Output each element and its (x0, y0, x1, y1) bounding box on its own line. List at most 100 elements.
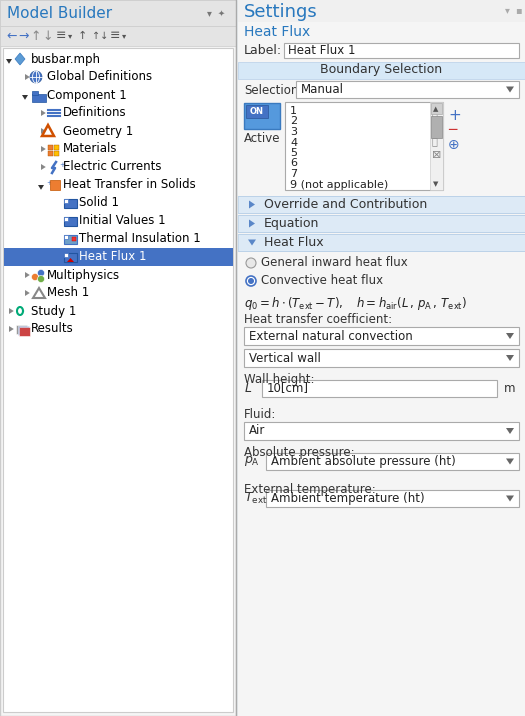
Bar (4, 248, 233, 266)
Bar (16, 325, 27, 334)
Bar (238, 0, 525, 716)
Text: Equation: Equation (264, 217, 319, 230)
Polygon shape (506, 333, 514, 339)
Text: Label:: Label: (244, 44, 282, 57)
Text: Absolute pressure:: Absolute pressure: (244, 446, 354, 459)
Bar (262, 380, 497, 397)
Text: Materials: Materials (63, 142, 118, 155)
Text: Heat Flux: Heat Flux (244, 25, 310, 39)
Bar (64, 253, 77, 262)
Bar (285, 102, 443, 190)
Polygon shape (248, 239, 256, 246)
Text: Boundary Selection: Boundary Selection (320, 64, 443, 77)
Text: Override and Contribution: Override and Contribution (264, 198, 427, 211)
Polygon shape (22, 95, 28, 100)
Text: Thermal Insulation 1: Thermal Insulation 1 (79, 233, 201, 246)
Bar (54, 145, 59, 150)
Text: $q_0 = h \cdot (T_\mathrm{ext} - T), \quad h = h_\mathrm{air}(L\,,\, p_\mathrm{A: $q_0 = h \cdot (T_\mathrm{ext} - T), \qu… (244, 295, 467, 312)
Bar (64, 217, 68, 221)
Bar (238, 196, 525, 213)
Text: $p_\mathrm{A}$: $p_\mathrm{A}$ (244, 454, 260, 468)
Polygon shape (506, 428, 514, 434)
Polygon shape (506, 458, 514, 465)
Text: Mesh 1: Mesh 1 (47, 286, 89, 299)
Polygon shape (506, 355, 514, 361)
Polygon shape (25, 74, 30, 80)
Text: ▾: ▾ (122, 32, 126, 41)
Bar (32, 94, 46, 102)
Text: Heat Transfer in Solids: Heat Transfer in Solids (63, 178, 196, 191)
Text: ↑: ↑ (30, 29, 40, 42)
Polygon shape (9, 308, 14, 314)
Text: 10[cm]: 10[cm] (267, 382, 309, 395)
Text: ⊕: ⊕ (448, 138, 459, 152)
Bar (244, 349, 519, 367)
Bar (246, 105, 268, 118)
Text: ⬜: ⬜ (432, 136, 438, 146)
Bar (32, 91, 38, 95)
Bar (48, 145, 53, 150)
Bar (244, 103, 280, 129)
Text: Multiphysics: Multiphysics (47, 268, 120, 281)
Polygon shape (41, 164, 46, 170)
Text: ON: ON (250, 107, 264, 115)
Bar (64, 253, 68, 257)
Bar (50, 180, 60, 190)
Text: 5: 5 (290, 148, 297, 158)
Bar (64, 217, 77, 226)
Text: External temperature:: External temperature: (244, 483, 376, 496)
Bar (64, 235, 77, 244)
Bar (284, 43, 519, 58)
Polygon shape (249, 220, 255, 228)
Text: ▾: ▾ (505, 5, 510, 15)
Text: 3: 3 (290, 127, 297, 137)
Bar (0, 0, 236, 26)
Text: 9 (not applicable): 9 (not applicable) (290, 180, 388, 190)
Text: ≡: ≡ (56, 29, 67, 42)
Bar (3, 48, 233, 712)
Circle shape (246, 276, 256, 286)
Polygon shape (6, 59, 12, 64)
Text: Ambient temperature (ht): Ambient temperature (ht) (271, 492, 425, 505)
Text: ↑: ↑ (78, 31, 87, 41)
Text: 2: 2 (290, 117, 297, 127)
Text: Heat Flux: Heat Flux (264, 236, 323, 249)
Text: Solid 1: Solid 1 (79, 196, 119, 210)
Text: Convective heat flux: Convective heat flux (261, 274, 383, 288)
Text: Study 1: Study 1 (31, 304, 76, 317)
Text: Definitions: Definitions (63, 107, 127, 120)
Bar (17, 326, 28, 335)
Circle shape (248, 278, 254, 284)
Bar (296, 81, 519, 98)
Text: ▾: ▾ (207, 8, 212, 18)
Text: Active: Active (244, 132, 280, 145)
Bar (431, 103, 442, 114)
Circle shape (246, 258, 256, 268)
Text: 7: 7 (290, 169, 297, 179)
Bar (238, 62, 525, 79)
Text: Electric Currents: Electric Currents (63, 160, 162, 173)
Text: 6: 6 (290, 158, 297, 168)
Text: Selection:: Selection: (244, 84, 302, 97)
Text: ⛓: ⛓ (432, 108, 438, 118)
Text: External natural convection: External natural convection (249, 329, 413, 342)
Text: +: + (59, 162, 65, 168)
Polygon shape (506, 87, 514, 92)
Text: ▲: ▲ (433, 106, 439, 112)
Circle shape (37, 276, 45, 283)
Bar (238, 234, 525, 251)
Text: ⧉: ⧉ (432, 122, 438, 132)
Text: ▼: ▼ (433, 181, 439, 187)
Text: Settings: Settings (244, 3, 318, 21)
Text: ↑↓: ↑↓ (92, 31, 108, 41)
Text: ✦: ✦ (218, 9, 225, 17)
Text: 4: 4 (290, 137, 297, 147)
Bar (244, 422, 519, 440)
Polygon shape (249, 200, 255, 208)
Text: ─: ─ (448, 123, 456, 137)
Bar (48, 151, 53, 156)
Text: Manual: Manual (301, 83, 344, 96)
Bar (0, 0, 236, 716)
Polygon shape (506, 495, 514, 501)
Text: Initial Values 1: Initial Values 1 (79, 215, 165, 228)
